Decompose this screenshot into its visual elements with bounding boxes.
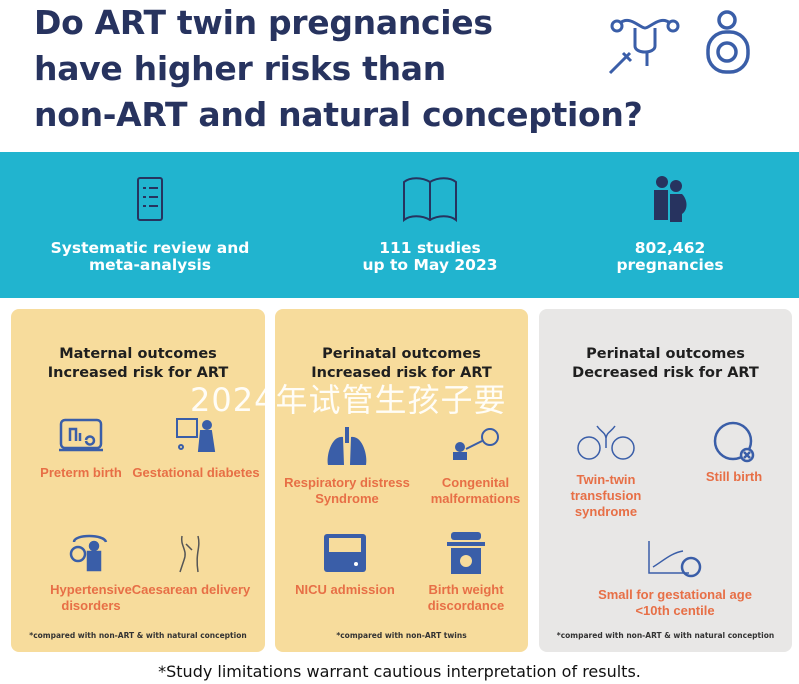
stat-label: pregnancies: [616, 256, 724, 274]
fetus-cross-icon: [713, 421, 755, 463]
blood-pressure-icon: [69, 534, 108, 572]
perinatal-increased-panel: Perinatal outcomes Increased risk for ART…: [275, 309, 528, 652]
panel-heading: Perinatal outcomes Decreased risk for ART: [539, 345, 792, 383]
item-still-birth: Still birth: [679, 421, 789, 485]
heading-line: Maternal outcomes: [59, 346, 217, 362]
lungs-icon: [327, 427, 367, 465]
stat-pregnancies: 802,462 pregnancies: [540, 152, 799, 274]
item-label: Still birth: [705, 469, 763, 484]
baby-magnifier-icon: [452, 428, 499, 460]
stat-review: Systematic review and meta-analysis: [20, 152, 280, 274]
item-label: Respiratory distress Syndrome: [284, 475, 410, 506]
stat-label: Systematic review and: [50, 239, 250, 257]
item-label: Hypertensive disorders: [50, 582, 132, 613]
item-birth-weight-discordance: Birth weight discordance: [406, 532, 526, 614]
heading-line: Perinatal outcomes: [322, 346, 481, 362]
panel-note: *compared with non-ART & with natural co…: [29, 631, 247, 640]
item-label: Preterm birth: [40, 465, 122, 480]
footer-note: *Study limitations warrant cautious inte…: [158, 662, 641, 681]
incubator-icon: [59, 418, 103, 452]
item-label: Congenital malformations: [430, 475, 521, 506]
stat-label: 111 studies: [379, 239, 481, 257]
stat-label: meta-analysis: [88, 256, 212, 274]
glucose-monitor-icon: [176, 418, 216, 452]
item-label: Gestational diabetes: [132, 465, 260, 480]
panel-note: *compared with non-ART & with natural co…: [556, 631, 775, 640]
stat-studies: 111 studies up to May 2023: [300, 152, 560, 274]
stat-label: 802,462: [634, 239, 706, 257]
mother-baby-icon: [706, 10, 750, 74]
panel-heading: Maternal outcomes Increased risk for ART: [11, 345, 265, 383]
book-icon: [403, 177, 457, 223]
heading-line: Perinatal outcomes: [586, 346, 745, 362]
item-small-gestational-age: Small for gestational age <10th centile: [580, 539, 770, 619]
item-preterm-birth: Preterm birth: [16, 417, 146, 481]
heading-line: Increased risk for ART: [311, 365, 492, 381]
scale-icon: [447, 532, 485, 574]
title-line: non-ART and natural conception?: [34, 95, 643, 134]
perinatal-decreased-panel: Perinatal outcomes Decreased risk for ART…: [539, 309, 792, 652]
growth-chart-icon: [648, 541, 702, 578]
panel-note: *compared with non-ART twins: [336, 631, 467, 640]
pregnant-couple-icon: [654, 176, 687, 222]
item-label: NICU admission: [295, 582, 395, 597]
page-title: Do ART twin pregnancies have higher risk…: [34, 0, 643, 138]
stats-band: Systematic review and meta-analysis 111 s…: [0, 152, 799, 298]
panel-heading: Perinatal outcomes Increased risk for ART: [275, 345, 528, 383]
twin-fetuses-icon: [577, 425, 635, 460]
item-hypertensive-disorders: Hypertensive disorders: [26, 534, 156, 614]
checklist-icon: [137, 177, 163, 221]
nicu-incubator-icon: [324, 534, 366, 572]
item-label: Caesarean delivery: [131, 582, 251, 597]
item-nicu-admission: NICU admission: [280, 532, 410, 598]
item-caesarean-delivery: Caesarean delivery: [126, 534, 256, 598]
heading-line: Increased risk for ART: [47, 365, 229, 381]
title-line: have higher risks than: [34, 49, 446, 88]
item-label: Twin-twin transfusion syndrome: [570, 472, 642, 519]
uterus-syringe-icon: [608, 18, 680, 75]
caesarean-icon: [179, 535, 200, 573]
heading-line: Decreased risk for ART: [572, 365, 759, 381]
item-gestational-diabetes: Gestational diabetes: [131, 417, 261, 481]
maternal-outcomes-panel: Maternal outcomes Increased risk for ART …: [11, 309, 265, 652]
watermark: 2024年试管生孩子要: [190, 381, 507, 419]
item-respiratory-distress: Respiratory distress Syndrome: [272, 427, 422, 507]
title-line: Do ART twin pregnancies: [34, 3, 493, 42]
item-twin-transfusion: Twin-twin transfusion syndrome: [541, 424, 671, 520]
item-label: Birth weight discordance: [427, 582, 505, 613]
item-label: Small for gestational age <10th centile: [580, 587, 770, 619]
item-congenital-malformations: Congenital malformations: [423, 427, 528, 507]
item-label-text: Small for gestational age <10th centile: [598, 587, 752, 618]
stat-label: up to May 2023: [362, 256, 498, 274]
